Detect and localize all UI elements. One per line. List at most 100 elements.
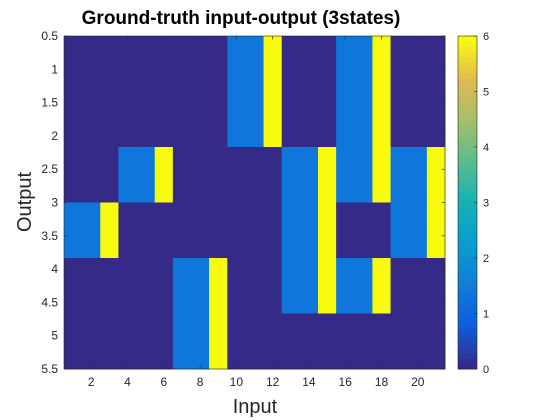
heatmap-cell xyxy=(136,36,156,92)
x-tick-label: 8 xyxy=(197,375,204,389)
x-axis-ticks: 2 4 6 8 10 12 14 16 18 20 xyxy=(88,36,425,389)
heatmap-cell xyxy=(154,147,174,203)
colorbar-slice xyxy=(458,192,477,198)
colorbar-slice xyxy=(458,363,477,370)
colorbar-slice xyxy=(458,67,477,73)
heatmap-cell xyxy=(64,147,83,203)
colorbar-slice xyxy=(458,88,477,94)
heatmap-cell xyxy=(263,147,283,203)
colorbar-slice xyxy=(458,51,477,58)
heatmap-cell xyxy=(172,313,192,370)
heatmap-cell xyxy=(172,258,192,314)
heatmap-cell xyxy=(64,258,83,314)
heatmap-cell xyxy=(64,313,83,370)
heatmap-cells xyxy=(64,36,446,370)
heatmap-cell xyxy=(299,91,319,148)
colorbar-slice xyxy=(458,296,477,302)
heatmap-cell xyxy=(227,258,246,314)
colorbar-slice xyxy=(458,202,477,209)
heatmap-cell xyxy=(263,36,283,92)
heatmap-cell xyxy=(263,202,283,259)
heatmap-cell xyxy=(281,91,301,148)
colorbar-slice xyxy=(458,228,477,235)
heatmap-cell xyxy=(154,91,174,148)
colorbar-tick-label: 6 xyxy=(483,31,489,43)
colorbar-slice xyxy=(458,233,477,240)
colorbar-slice xyxy=(458,285,477,292)
colorbar-slice xyxy=(458,316,477,323)
heatmap-cell xyxy=(354,91,373,148)
x-tick-label: 16 xyxy=(339,375,353,389)
colorbar-slice xyxy=(458,103,477,110)
colorbar-slice xyxy=(458,98,477,105)
heatmap-cell xyxy=(136,258,156,314)
heatmap-cell xyxy=(100,91,119,148)
colorbar-slice xyxy=(458,348,477,354)
colorbar-slice xyxy=(458,93,477,99)
heatmap-cell xyxy=(172,36,192,92)
heatmap-cell xyxy=(372,147,391,203)
heatmap-cell xyxy=(154,36,174,92)
colorbar-slice xyxy=(458,72,477,79)
heatmap-cell xyxy=(209,313,228,370)
heatmap-cell xyxy=(154,202,174,259)
colorbar-slice xyxy=(458,114,477,120)
heatmap-cell xyxy=(372,313,391,370)
heatmap-cell xyxy=(281,147,301,203)
heatmap-cell xyxy=(209,36,228,92)
colorbar-slice xyxy=(458,212,477,219)
colorbar-slice xyxy=(458,108,477,115)
heatmap-cell xyxy=(354,36,373,92)
heatmap-cell xyxy=(354,147,373,203)
colorbar-slice xyxy=(458,259,477,266)
heatmap-cell xyxy=(318,258,337,314)
colorbar-slice xyxy=(458,82,477,89)
y-tick-label: 3 xyxy=(51,196,58,210)
heatmap-cell xyxy=(227,36,246,92)
heatmap-cell xyxy=(426,147,446,203)
heatmap-cell xyxy=(263,258,283,314)
colorbar-slice xyxy=(458,171,477,177)
colorbar-slice xyxy=(458,140,477,146)
heatmap-cell xyxy=(354,313,373,370)
colorbar-slice xyxy=(458,249,477,256)
heatmap-cell xyxy=(100,258,119,314)
heatmap-cell xyxy=(82,258,101,314)
heatmap-cell xyxy=(118,202,137,259)
y-tick-label: 1.5 xyxy=(41,96,58,110)
colorbar-slice xyxy=(458,244,477,250)
colorbar-slice xyxy=(458,124,477,131)
heatmap-cell xyxy=(82,147,101,203)
heatmap-cell xyxy=(136,91,156,148)
heatmap-cell xyxy=(299,36,319,92)
heatmap-cell xyxy=(426,313,446,370)
heatmap-cell xyxy=(191,313,210,370)
heatmap-cell xyxy=(281,36,301,92)
heatmap-cell xyxy=(118,36,137,92)
heatmap-cell xyxy=(64,202,83,259)
y-tick-label: 0.5 xyxy=(41,29,58,43)
heatmap-cell xyxy=(426,258,446,314)
heatmap-cell xyxy=(408,147,428,203)
x-tick-label: 20 xyxy=(411,375,425,389)
heatmap-cell xyxy=(100,202,119,259)
x-tick-label: 12 xyxy=(266,375,280,389)
colorbar-slice xyxy=(458,197,477,203)
heatmap-cell xyxy=(281,313,301,370)
colorbar-slice xyxy=(458,77,477,84)
heatmap-cell xyxy=(354,258,373,314)
x-axis-label: Input xyxy=(233,396,278,418)
heatmap-cell xyxy=(408,36,428,92)
colorbar-slice xyxy=(458,353,477,360)
heatmap-cell xyxy=(372,91,391,148)
heatmap-cell xyxy=(426,202,446,259)
heatmap-cell xyxy=(318,313,337,370)
heatmap-cell xyxy=(281,258,301,314)
heatmap-cell xyxy=(136,147,156,203)
colorbar-slice xyxy=(458,342,477,349)
y-tick-label: 3.5 xyxy=(41,229,58,243)
colorbar-slice xyxy=(458,181,477,188)
heatmap-cell xyxy=(299,313,319,370)
heatmap-cell xyxy=(318,147,337,203)
heatmap-cell xyxy=(299,258,319,314)
